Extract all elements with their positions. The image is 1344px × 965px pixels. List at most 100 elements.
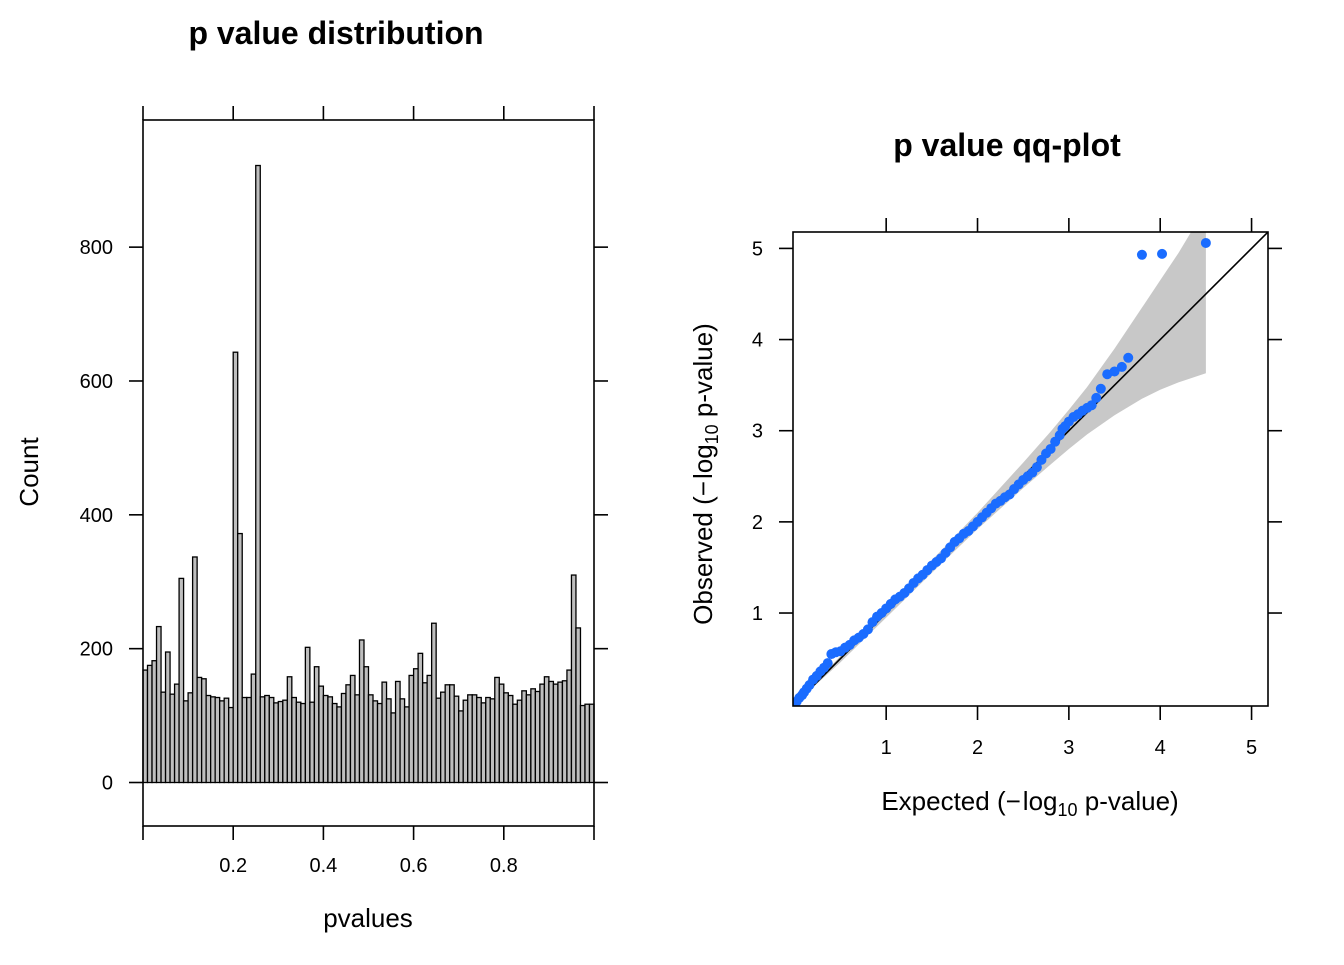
qq-plot-frame xyxy=(792,231,1269,707)
histogram-bar xyxy=(178,577,185,784)
histogram-bar xyxy=(241,696,248,784)
histogram-bar xyxy=(155,625,162,784)
qq-plot-area xyxy=(793,232,1268,706)
histogram-bar xyxy=(259,696,266,784)
qq-point xyxy=(1157,248,1168,259)
x-tick-label: 0.8 xyxy=(490,855,518,877)
histogram-bar xyxy=(291,696,297,784)
x-tick-label: 0.4 xyxy=(309,855,337,877)
histogram-bar xyxy=(403,706,410,784)
histogram-bar xyxy=(295,701,302,784)
y-tick-label: 0 xyxy=(102,773,113,795)
histogram-bar xyxy=(543,676,550,784)
histogram-bar xyxy=(521,690,528,784)
histogram-bar xyxy=(146,664,153,784)
x-tick-label: 1 xyxy=(881,737,892,759)
histogram-bar xyxy=(507,694,514,784)
histogram-y-axis-label: Count xyxy=(14,437,44,507)
histogram-bar xyxy=(579,704,586,784)
histogram-bar xyxy=(336,706,343,784)
histogram-bar xyxy=(494,676,500,784)
qq-point xyxy=(1116,361,1127,372)
histogram-bar xyxy=(426,674,433,784)
y-tick-label: 5 xyxy=(752,238,763,260)
qq-point xyxy=(1095,383,1106,394)
histogram-bar xyxy=(205,694,212,784)
y-tick-label: 4 xyxy=(752,330,763,352)
histogram-bar xyxy=(476,696,482,784)
histogram-bar xyxy=(300,702,307,784)
x-tick-label: 4 xyxy=(1155,737,1166,759)
histogram-bar xyxy=(264,694,270,784)
histogram-bar xyxy=(570,574,577,784)
histogram-bar xyxy=(246,696,252,784)
x-tick-label: 2 xyxy=(972,737,983,759)
histogram-bar xyxy=(467,694,473,784)
histogram-bar xyxy=(277,700,284,784)
qq-plot-title: p value qq-plot xyxy=(893,127,1121,163)
histogram-bar xyxy=(164,651,171,784)
histogram-bar xyxy=(394,680,401,784)
histogram-bar xyxy=(525,694,532,784)
qq-point xyxy=(1045,443,1056,454)
histogram-bar xyxy=(273,702,279,784)
histogram-ticks: 0.2 0.4 0.6 0.8 0 200 400 600 800 xyxy=(80,106,608,877)
histogram-bar xyxy=(516,699,523,784)
x-tick-label: 0.2 xyxy=(219,855,247,877)
histogram-bar xyxy=(584,703,591,784)
histogram-bar xyxy=(255,164,261,784)
histogram-bar xyxy=(435,697,442,784)
histogram-bar xyxy=(557,681,564,784)
y-tick-label: 3 xyxy=(752,421,763,443)
histogram-bar xyxy=(430,622,437,784)
histogram-bar xyxy=(471,694,478,784)
histogram-bar xyxy=(209,696,216,784)
histogram-bar xyxy=(358,639,365,784)
histogram-bar xyxy=(376,702,383,784)
y-tick-label: 400 xyxy=(80,505,113,527)
x-tick-label: 5 xyxy=(1246,737,1257,759)
qq-point xyxy=(822,658,833,669)
qq-point xyxy=(1136,249,1147,260)
histogram-bar xyxy=(228,706,234,784)
histogram-bar xyxy=(421,682,428,784)
histogram-bar xyxy=(399,698,406,784)
histogram-bars xyxy=(142,164,595,784)
x-tick-label: 0.6 xyxy=(400,855,428,877)
y-tick-label: 200 xyxy=(80,639,113,661)
histogram-bar xyxy=(408,674,415,784)
qq-points xyxy=(793,237,1211,706)
histogram-bar xyxy=(331,702,338,784)
histogram-bar xyxy=(200,678,207,784)
histogram-bar xyxy=(503,692,509,784)
qq-plot-x-axis-label: Expected (−log10 p-value) xyxy=(881,786,1178,820)
histogram-bar xyxy=(191,556,198,784)
histogram-bar xyxy=(268,696,275,784)
histogram-bar xyxy=(196,676,203,784)
histogram-bar xyxy=(309,701,316,784)
histogram-bar xyxy=(327,696,334,784)
x-tick-label: 3 xyxy=(1063,737,1074,759)
histogram-bar xyxy=(340,692,347,784)
histogram-bar xyxy=(223,697,230,784)
histogram-bar xyxy=(345,684,352,784)
qq-point xyxy=(1123,352,1134,363)
confidence-band xyxy=(794,232,1206,705)
histogram-bar xyxy=(187,692,194,784)
histogram-panel: p value distribution 0.2 0.4 0.6 0.8 0 200 400… xyxy=(14,15,608,933)
histogram-bar xyxy=(304,646,311,784)
histogram-bar xyxy=(313,666,320,784)
histogram-bar xyxy=(232,351,239,784)
histogram-bar xyxy=(440,691,446,784)
histogram-bar xyxy=(512,703,518,784)
histogram-bar xyxy=(412,668,419,784)
histogram-bar xyxy=(480,702,487,784)
histogram-title: p value distribution xyxy=(188,15,483,51)
histogram-bar xyxy=(390,712,397,784)
histogram-bar xyxy=(372,700,379,784)
histogram-bar xyxy=(214,696,221,784)
histogram-bar xyxy=(381,681,388,784)
qq-point xyxy=(1200,237,1211,248)
histogram-bar xyxy=(237,532,243,784)
